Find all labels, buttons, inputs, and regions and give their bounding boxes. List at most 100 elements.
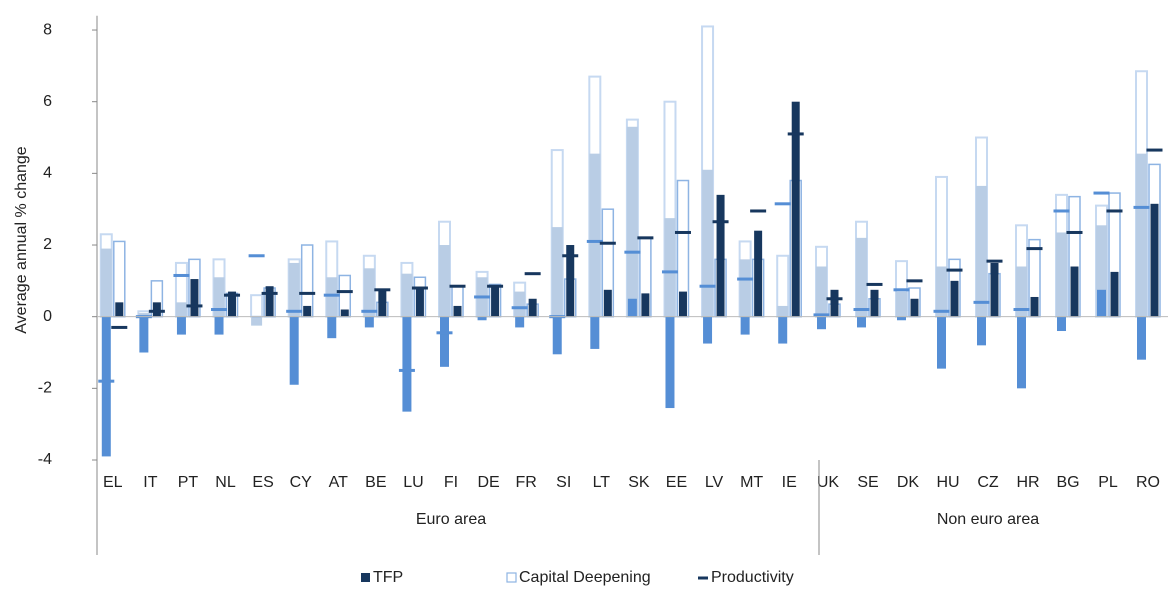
- y-axis-label: Average annual % change: [13, 146, 30, 334]
- x-tick-label: DE: [477, 474, 499, 491]
- bar: [415, 288, 424, 317]
- bar: [439, 245, 450, 317]
- x-tick-label: PT: [178, 474, 199, 491]
- bar: [641, 293, 650, 317]
- marker: [1093, 191, 1110, 195]
- marker: [1013, 308, 1030, 312]
- marker: [336, 290, 353, 294]
- bar: [401, 273, 413, 317]
- marker: [933, 309, 950, 313]
- bar: [678, 291, 687, 317]
- x-tick-label: EE: [666, 474, 687, 491]
- bar: [175, 302, 187, 317]
- bar: [857, 316, 866, 328]
- marker: [261, 291, 278, 295]
- x-tick-label: NL: [215, 474, 236, 491]
- x-tick-label: SE: [857, 474, 878, 491]
- bar: [1150, 203, 1159, 317]
- bar: [138, 313, 150, 317]
- x-tick-label: BE: [365, 474, 386, 491]
- bar: [440, 316, 449, 367]
- bar: [778, 316, 788, 344]
- marker: [813, 313, 830, 317]
- marker: [674, 230, 691, 234]
- bar: [228, 291, 237, 317]
- x-tick-label: IE: [782, 474, 797, 491]
- marker: [286, 309, 303, 313]
- x-tick-label: SI: [556, 474, 571, 491]
- bar: [590, 316, 600, 349]
- marker: [1146, 148, 1163, 152]
- bar: [702, 169, 714, 317]
- x-tick-label: DK: [897, 474, 920, 491]
- bar: [739, 259, 751, 317]
- marker: [946, 268, 963, 272]
- marker: [323, 293, 340, 297]
- marker: [474, 295, 491, 299]
- bar: [303, 305, 312, 317]
- bar: [817, 316, 826, 330]
- marker: [661, 270, 678, 274]
- marker: [299, 291, 316, 295]
- marker: [906, 279, 923, 283]
- bar: [1056, 232, 1067, 317]
- marker: [624, 250, 641, 254]
- bar: [265, 286, 274, 317]
- bar: [288, 262, 300, 317]
- x-tick-label: MT: [740, 474, 763, 491]
- bar: [897, 316, 906, 321]
- bar: [950, 280, 959, 317]
- bar: [910, 298, 919, 317]
- group-label: Euro area: [416, 511, 486, 528]
- marker: [1053, 209, 1070, 213]
- marker: [186, 304, 203, 308]
- marker: [737, 277, 754, 281]
- marker: [599, 241, 616, 245]
- marker: [1106, 209, 1123, 213]
- bar: [100, 248, 112, 317]
- group-label: Non euro area: [937, 511, 1039, 528]
- bar: [754, 230, 763, 317]
- marker: [224, 293, 241, 297]
- y-tick-label: -4: [38, 451, 52, 468]
- marker: [866, 282, 883, 286]
- bar: [1030, 296, 1039, 317]
- legend-swatch: [361, 573, 370, 582]
- bar: [589, 153, 601, 317]
- x-tick-label: IT: [143, 474, 157, 491]
- bar: [703, 316, 713, 344]
- x-tick-label: LV: [705, 474, 724, 491]
- bar: [340, 309, 349, 317]
- bar: [603, 289, 612, 317]
- marker: [511, 306, 528, 310]
- bar: [515, 316, 525, 328]
- marker: [750, 209, 767, 213]
- bar: [250, 294, 264, 318]
- x-tick-label: BG: [1056, 474, 1079, 491]
- legend-label: Productivity: [711, 569, 794, 586]
- bar: [896, 291, 907, 317]
- x-tick-label: CZ: [977, 474, 999, 491]
- x-tick-label: UK: [817, 474, 840, 491]
- marker: [787, 132, 804, 136]
- bar: [870, 289, 879, 317]
- marker: [173, 273, 190, 277]
- bar: [491, 286, 500, 317]
- marker: [893, 288, 910, 292]
- bar: [176, 316, 186, 335]
- y-tick-label: 2: [43, 236, 52, 253]
- y-tick-label: 0: [43, 308, 52, 325]
- legend-swatch: [506, 572, 517, 583]
- bar: [1070, 266, 1079, 317]
- bar: [936, 266, 947, 317]
- marker: [1133, 205, 1150, 209]
- x-tick-label: HU: [936, 474, 959, 491]
- legend-swatch: [698, 576, 708, 580]
- x-tick-label: LT: [593, 474, 611, 491]
- marker: [411, 286, 428, 290]
- bar: [139, 316, 149, 353]
- bar: [1097, 289, 1106, 317]
- bar: [1096, 225, 1107, 317]
- x-tick-label: RO: [1136, 474, 1160, 491]
- bar: [1136, 153, 1147, 317]
